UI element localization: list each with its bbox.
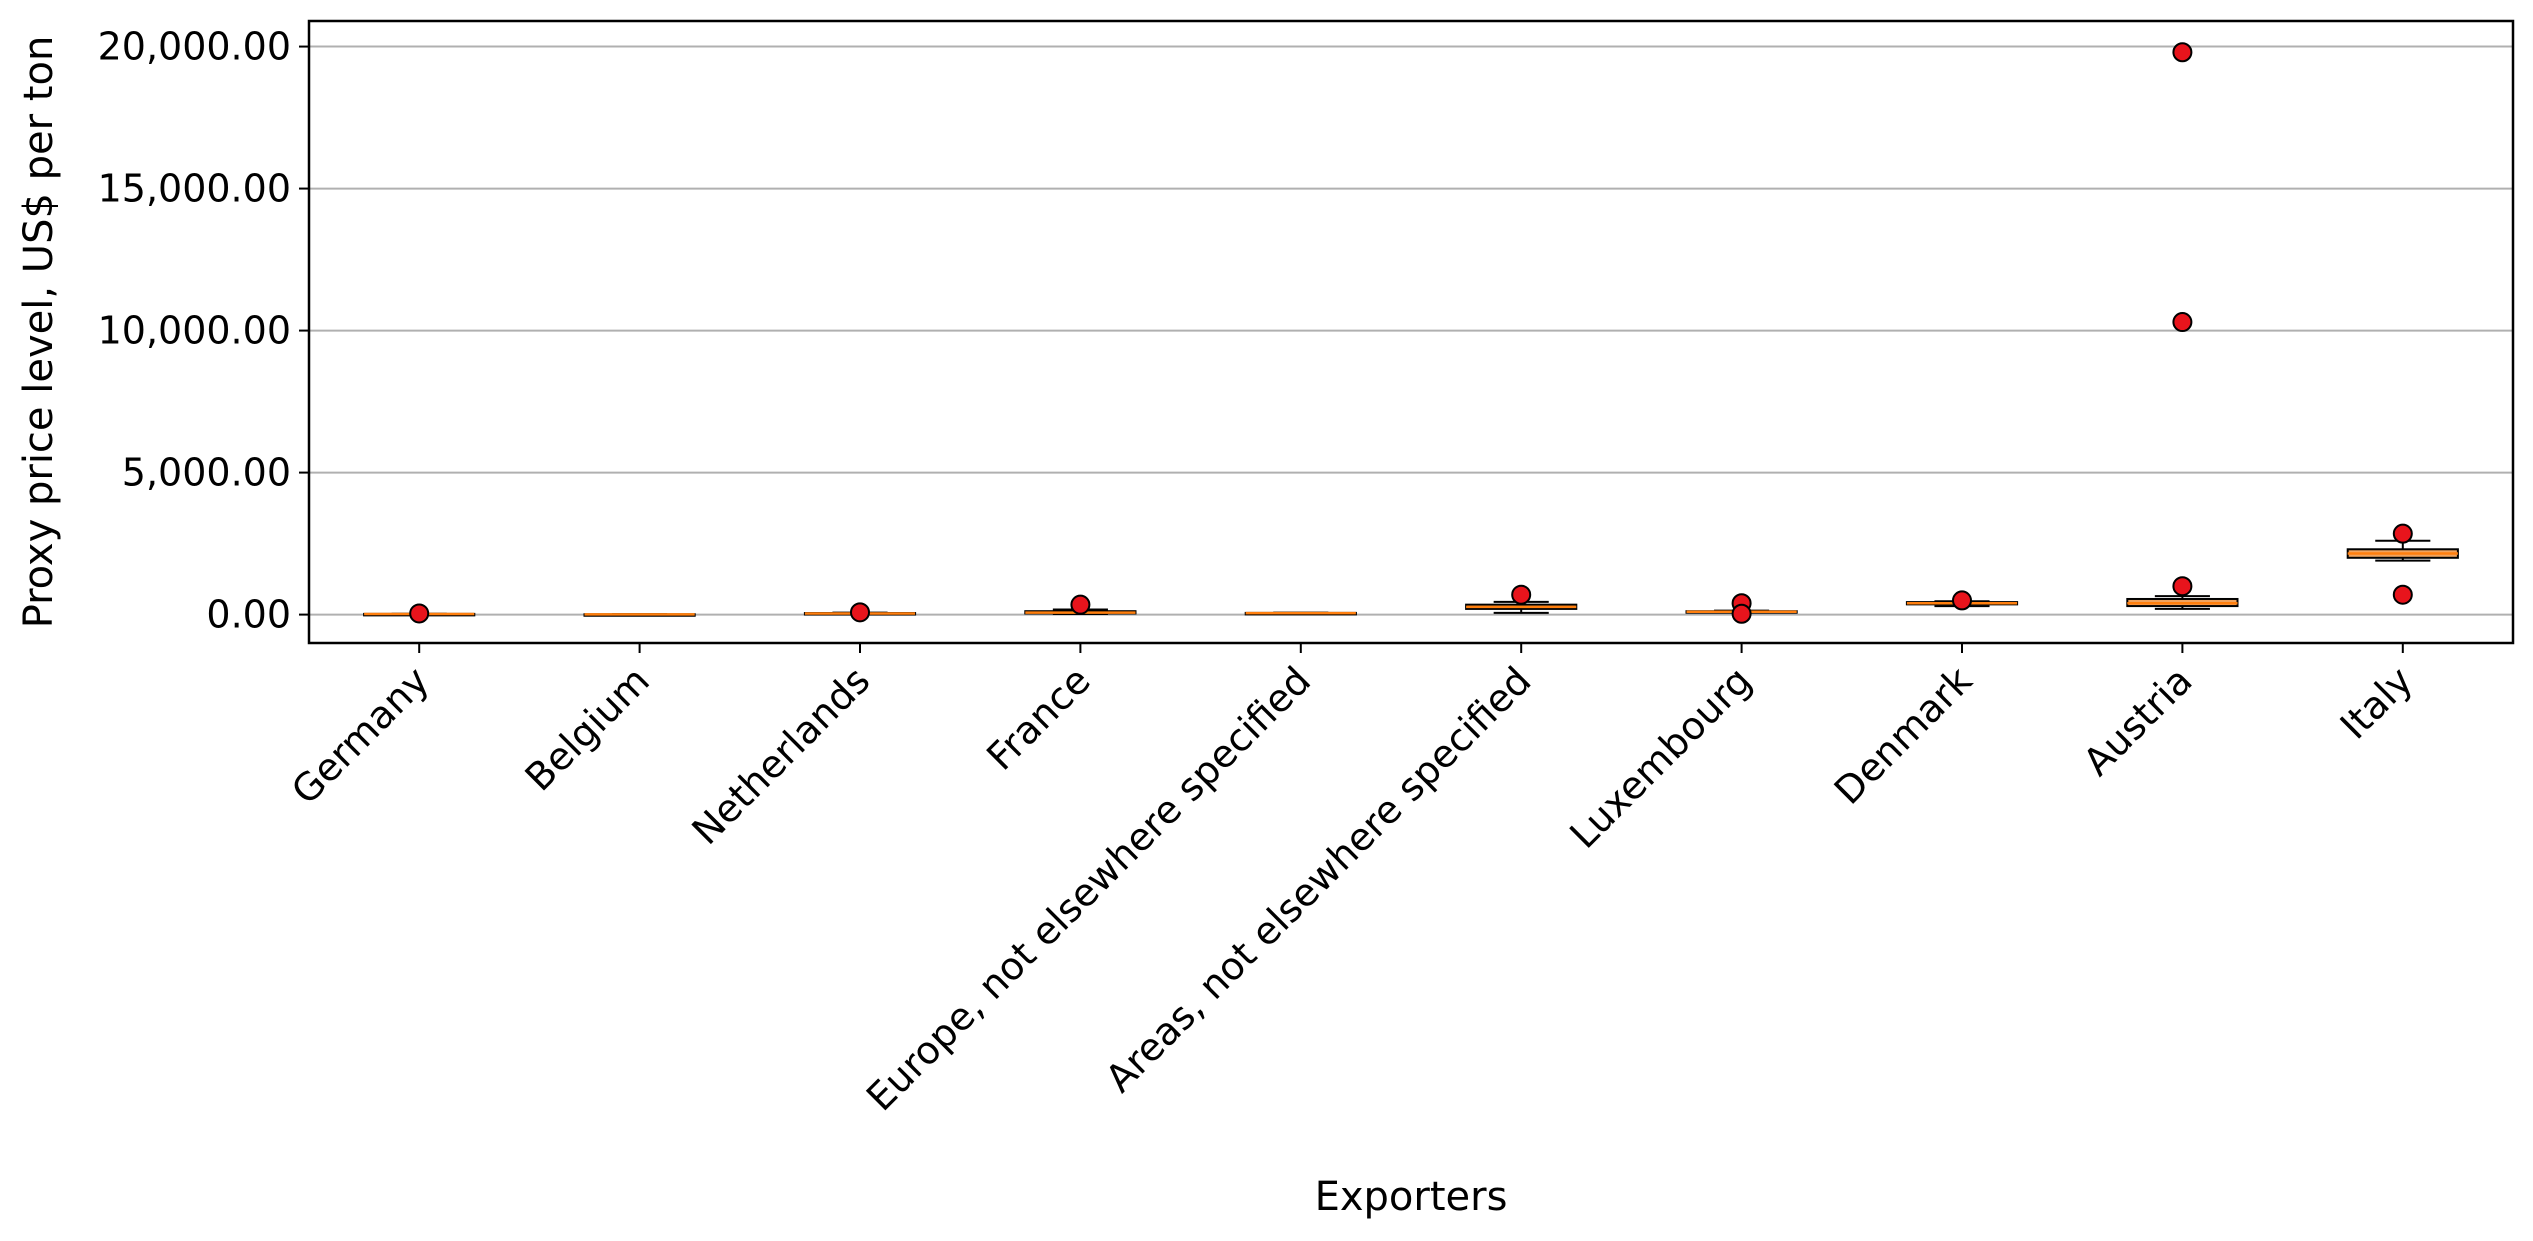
x-tick-label: Austria <box>2075 658 2201 784</box>
box-group <box>1244 611 1357 616</box>
outlier-point <box>1731 603 1752 624</box>
outlier-point <box>2392 584 2413 605</box>
grid-lines <box>309 45 2513 616</box>
box-group <box>1905 590 2019 611</box>
box-group <box>803 602 917 623</box>
outlier-point <box>850 602 870 623</box>
boxes-layer <box>363 42 2459 624</box>
box-group <box>1465 584 1578 614</box>
outlier-point <box>1070 594 1091 615</box>
outlier-point <box>2172 42 2193 63</box>
y-tick-label: 10,000.00 <box>98 309 291 353</box>
outlier-point <box>1952 590 1972 611</box>
y-tick-label: 0.00 <box>206 593 291 637</box>
outlier-point <box>2172 312 2193 333</box>
x-tick-label: Belgium <box>517 658 658 799</box>
y-axis-ticks: 0.00 5,000.00 10,000.00 15,000.00 20,000.00 <box>98 25 309 637</box>
box-group <box>2126 42 2239 610</box>
outlier-point <box>1511 584 1532 605</box>
x-tick-label: Denmark <box>1826 658 1981 813</box>
outlier-point <box>2172 576 2193 597</box>
box-group <box>1685 593 1798 624</box>
y-tick-label: 15,000.00 <box>98 167 291 211</box>
box-group <box>2346 523 2459 605</box>
y-tick-label: 5,000.00 <box>122 451 291 495</box>
outlier-point <box>409 603 430 624</box>
x-tick-label: France <box>978 658 1098 778</box>
x-tick-label: Europe, not elsewhere specified <box>858 658 1319 1119</box>
y-axis-title: Proxy price level, US$ per ton <box>16 36 62 629</box>
box-group <box>1024 594 1137 616</box>
x-tick-label: Italy <box>2332 658 2421 747</box>
x-tick-label: Luxembourg <box>1561 658 1760 857</box>
box-group <box>363 603 476 624</box>
x-tick-label: Netherlands <box>683 658 878 853</box>
x-tick-label: Germany <box>283 658 438 813</box>
y-tick-label: 20,000.00 <box>98 25 291 69</box>
x-tick-label: Areas, not elsewhere specified <box>1097 658 1540 1101</box>
outlier-point <box>2392 523 2413 544</box>
plot-frame <box>307 19 2515 645</box>
box-group <box>583 613 696 617</box>
x-axis-title: Exporters <box>1315 1174 1508 1220</box>
